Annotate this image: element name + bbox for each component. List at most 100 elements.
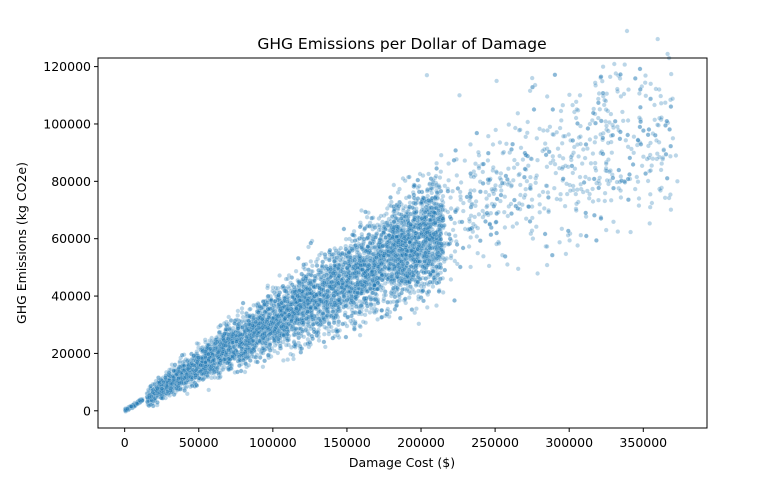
data-point (319, 316, 324, 322)
data-point (570, 102, 575, 108)
data-point (544, 244, 550, 249)
data-point (291, 331, 297, 337)
data-point (356, 258, 361, 264)
data-point (426, 171, 431, 177)
data-point (506, 122, 512, 128)
data-point (577, 174, 583, 180)
data-point (665, 120, 671, 126)
data-point (431, 221, 437, 227)
data-point (367, 271, 372, 277)
data-point (331, 271, 337, 277)
data-point (272, 333, 277, 339)
data-point (310, 313, 316, 319)
data-point (215, 369, 221, 375)
data-point (376, 263, 382, 268)
data-point (476, 211, 482, 217)
data-point (351, 243, 357, 249)
data-point (242, 369, 248, 375)
data-point (417, 171, 423, 177)
data-point (191, 365, 197, 371)
data-point (429, 190, 435, 196)
data-point (434, 303, 439, 308)
data-point (596, 197, 601, 203)
data-point (359, 260, 365, 265)
data-point (659, 115, 664, 121)
data-point (366, 261, 371, 267)
data-point (423, 215, 429, 221)
data-point (159, 386, 165, 392)
data-point (412, 259, 418, 265)
data-point (381, 272, 387, 278)
data-point (162, 386, 168, 392)
data-point (300, 278, 306, 284)
data-point (611, 219, 616, 225)
data-point (376, 224, 382, 230)
data-point (176, 367, 182, 372)
data-point (485, 157, 491, 163)
data-point (450, 227, 456, 233)
data-point (536, 193, 542, 198)
data-point (300, 289, 306, 295)
data-point (188, 364, 193, 370)
data-point (413, 306, 419, 312)
data-point (533, 180, 539, 186)
data-point (474, 234, 480, 239)
data-point (278, 314, 284, 320)
data-point (582, 155, 588, 161)
data-point (252, 323, 258, 329)
data-point (272, 348, 277, 354)
data-point (494, 241, 499, 247)
data-point (365, 210, 371, 216)
data-point (422, 209, 428, 215)
data-point (643, 73, 648, 79)
data-point (372, 310, 377, 315)
data-point (439, 217, 445, 223)
data-point (277, 273, 282, 278)
data-point (406, 219, 411, 225)
data-point (508, 201, 514, 207)
data-point (210, 346, 216, 352)
data-point (654, 156, 660, 162)
data-point (613, 71, 619, 76)
data-point (326, 328, 332, 334)
data-point (527, 88, 533, 94)
data-point (608, 111, 614, 117)
data-point (147, 397, 153, 403)
data-point (215, 333, 221, 339)
data-point (608, 139, 614, 145)
data-point (497, 140, 503, 145)
data-point (405, 214, 411, 220)
data-point (533, 224, 539, 230)
data-point (634, 174, 640, 180)
data-point (383, 275, 389, 281)
data-point (480, 253, 486, 259)
data-point (296, 290, 302, 295)
data-point (606, 157, 611, 163)
data-point (347, 254, 353, 260)
data-point (364, 214, 370, 220)
data-point (500, 150, 506, 156)
data-point (174, 379, 179, 385)
data-point (345, 271, 351, 277)
data-point (608, 197, 614, 203)
data-point (437, 244, 443, 250)
data-point (524, 178, 530, 184)
data-point (436, 224, 442, 230)
data-point (425, 187, 431, 193)
data-point (347, 257, 353, 263)
data-point (544, 94, 550, 99)
data-point (460, 200, 466, 206)
data-point (235, 313, 241, 318)
data-point (563, 251, 569, 257)
data-point (534, 173, 540, 179)
data-point (295, 300, 301, 306)
data-point (580, 147, 586, 152)
data-point (417, 244, 422, 250)
data-point (187, 364, 193, 370)
data-point (222, 358, 228, 364)
data-point (552, 161, 558, 167)
data-point (570, 170, 576, 176)
data-point (287, 285, 292, 291)
data-point (161, 380, 167, 386)
data-point (375, 316, 380, 322)
